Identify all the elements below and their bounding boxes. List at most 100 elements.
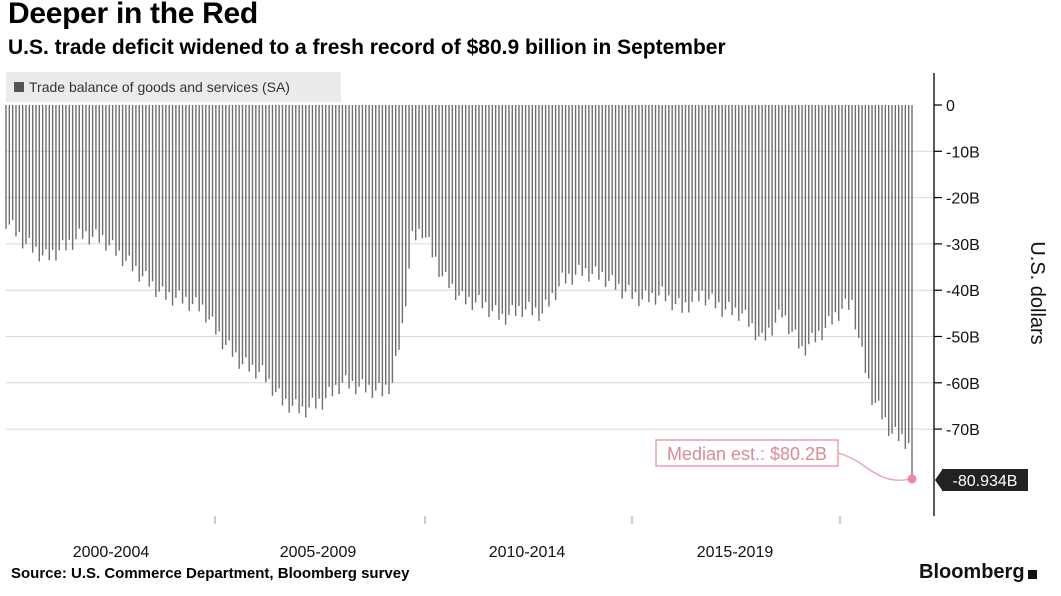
- bar: [258, 105, 260, 372]
- bar: [541, 105, 543, 314]
- bar: [268, 105, 270, 379]
- bar: [325, 105, 327, 399]
- y-tick-label: -10B: [946, 144, 980, 161]
- last-value-label: -80.934B: [953, 473, 1018, 490]
- bar: [115, 105, 117, 256]
- y-tick-label: -50B: [946, 330, 980, 347]
- bar: [408, 105, 410, 269]
- bar: [18, 105, 21, 233]
- bar: [694, 105, 697, 292]
- median-dot: [907, 474, 917, 484]
- bar: [561, 105, 563, 273]
- bar: [361, 105, 364, 380]
- bar: [241, 105, 244, 365]
- bar: [5, 105, 7, 230]
- bar: [298, 105, 300, 414]
- y-tick-label: -20B: [946, 191, 980, 208]
- bar: [481, 105, 484, 309]
- bar: [711, 105, 713, 294]
- bar: [538, 105, 540, 321]
- bar: [874, 105, 877, 403]
- source-note: Source: U.S. Commerce Department, Bloomb…: [11, 565, 410, 582]
- bar: [501, 105, 503, 314]
- bar: [165, 105, 167, 300]
- bar: [328, 105, 330, 387]
- bar: [591, 105, 593, 274]
- bar: [235, 105, 237, 353]
- bloomberg-logo: Bloomberg: [919, 561, 1037, 584]
- y-tick-label: -40B: [946, 283, 980, 300]
- bar: [365, 105, 367, 393]
- bar: [624, 105, 627, 292]
- bar: [681, 105, 683, 313]
- bar: [281, 105, 284, 406]
- bar: [378, 105, 380, 383]
- bar: [345, 105, 347, 376]
- bar: [554, 105, 557, 301]
- bar: [208, 105, 210, 320]
- bar: [641, 105, 643, 300]
- bar: [638, 105, 640, 307]
- bar: [108, 105, 110, 246]
- bar: [168, 105, 170, 293]
- bar: [838, 105, 840, 321]
- bar: [441, 105, 444, 277]
- bar: [798, 105, 800, 349]
- bar: [31, 105, 34, 253]
- bar: [405, 105, 407, 307]
- bar: [155, 105, 157, 297]
- bar: [584, 105, 587, 269]
- bar: [531, 105, 533, 316]
- bar: [871, 105, 873, 406]
- bar: [95, 105, 97, 230]
- bar: [78, 105, 80, 229]
- median-estimate-annotation: Median est.: $80.2B: [655, 439, 917, 484]
- bar: [145, 105, 147, 272]
- bar: [614, 105, 617, 290]
- bar: [594, 105, 597, 267]
- bar: [877, 105, 880, 401]
- bar: [148, 105, 150, 287]
- bar: [231, 105, 234, 357]
- bar: [61, 105, 64, 241]
- legend: Trade balance of goods and services (SA): [6, 72, 341, 102]
- bar: [828, 105, 830, 316]
- bar: [211, 105, 214, 317]
- bar: [418, 105, 420, 229]
- bar: [684, 105, 687, 303]
- bar: [498, 105, 500, 320]
- bar: [251, 105, 254, 365]
- bar: [514, 105, 517, 316]
- bar: [444, 105, 447, 272]
- bar: [228, 105, 230, 341]
- bar: [141, 105, 144, 277]
- bar: [88, 105, 90, 245]
- bar: [778, 105, 780, 310]
- median-connector: [837, 452, 913, 481]
- bar: [764, 105, 767, 341]
- bar: [471, 105, 474, 311]
- bar: [897, 105, 900, 441]
- bar: [348, 105, 350, 389]
- bar: [698, 105, 700, 302]
- bar: [11, 105, 14, 221]
- bar: [255, 105, 257, 379]
- bar: [71, 105, 74, 250]
- median-label: Median est.: $80.2B: [667, 444, 827, 464]
- bar: [415, 105, 417, 241]
- bar: [191, 105, 194, 305]
- legend-swatch: [14, 82, 24, 92]
- bar: [311, 105, 314, 398]
- bar: [821, 105, 823, 341]
- bar: [248, 105, 250, 372]
- bar: [658, 105, 660, 296]
- bar: [844, 105, 847, 299]
- bar: [351, 105, 354, 381]
- bar: [468, 105, 470, 297]
- bar: [151, 105, 154, 282]
- bar: [508, 105, 510, 315]
- bar: [424, 105, 427, 238]
- bar: [738, 105, 740, 321]
- bar: [478, 105, 480, 295]
